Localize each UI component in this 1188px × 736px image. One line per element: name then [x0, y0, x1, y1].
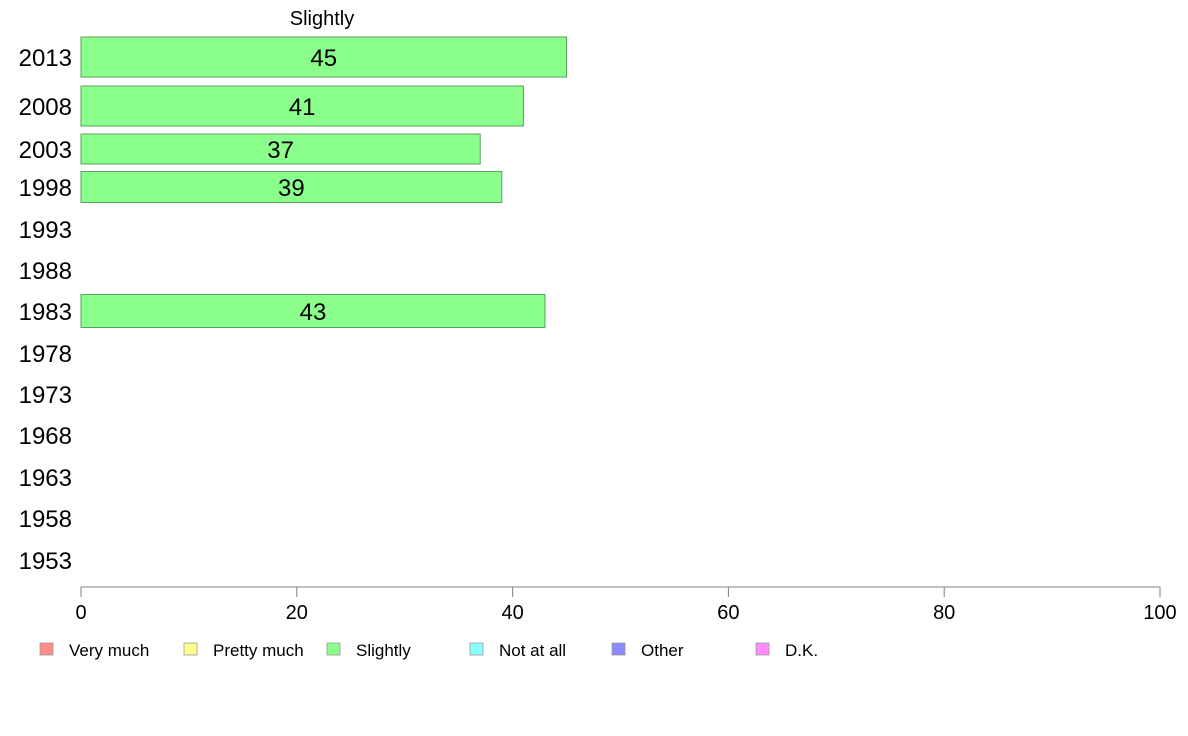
year-label: 1988	[19, 258, 72, 285]
x-tick-label: 20	[286, 602, 308, 624]
bar-value-label: 41	[289, 94, 316, 121]
bar	[80, 36, 568, 78]
x-tick-label: 100	[1143, 602, 1176, 624]
bar	[80, 171, 503, 203]
bar-value-label: 39	[278, 175, 305, 202]
year-label: 1958	[19, 506, 72, 533]
bar	[80, 85, 524, 127]
legend-label: Other	[641, 641, 684, 660]
year-label: 1968	[19, 423, 72, 450]
legend-swatch	[326, 642, 341, 656]
bar	[80, 133, 481, 165]
year-label: 1973	[19, 382, 72, 409]
bar	[80, 294, 546, 328]
year-label: 2003	[19, 137, 72, 164]
chart-title: Slightly	[290, 8, 354, 30]
year-label: 1993	[19, 217, 72, 244]
year-label: 1998	[19, 175, 72, 202]
x-tick-label: 60	[717, 602, 739, 624]
legend-label: Slightly	[356, 641, 411, 660]
year-label: 1978	[19, 341, 72, 368]
bars-group: 45 41 37 39 43	[80, 36, 568, 328]
legend-swatch	[611, 642, 626, 656]
legend-swatch	[39, 642, 54, 656]
year-label: 2013	[19, 45, 72, 72]
x-tick-label: 0	[75, 602, 86, 624]
legend-swatch	[469, 642, 484, 656]
bar-value-label: 45	[310, 45, 337, 72]
year-label: 2008	[19, 94, 72, 121]
year-label: 1953	[19, 548, 72, 575]
x-tick-label: 40	[501, 602, 523, 624]
year-label: 1963	[19, 465, 72, 492]
legend-label: Pretty much	[213, 641, 304, 660]
legend-label: Not at all	[499, 641, 566, 660]
bar-value-label: 37	[267, 137, 294, 164]
legend-swatch	[755, 642, 770, 656]
legend-swatch	[183, 642, 198, 656]
x-axis: 0 20 40 60 80 100	[75, 586, 1177, 624]
bar-value-label: 43	[300, 299, 327, 326]
legend: Very much Pretty much Slightly Not at all Ot…	[39, 641, 818, 660]
x-tick-label: 80	[933, 602, 955, 624]
legend-label: Very much	[69, 641, 149, 660]
legend-label: D.K.	[785, 641, 818, 660]
year-label: 1983	[19, 299, 72, 326]
year-labels: 2013 2008 2003 1998 1993 1988 1983 1978 1973 1968…	[19, 45, 72, 575]
